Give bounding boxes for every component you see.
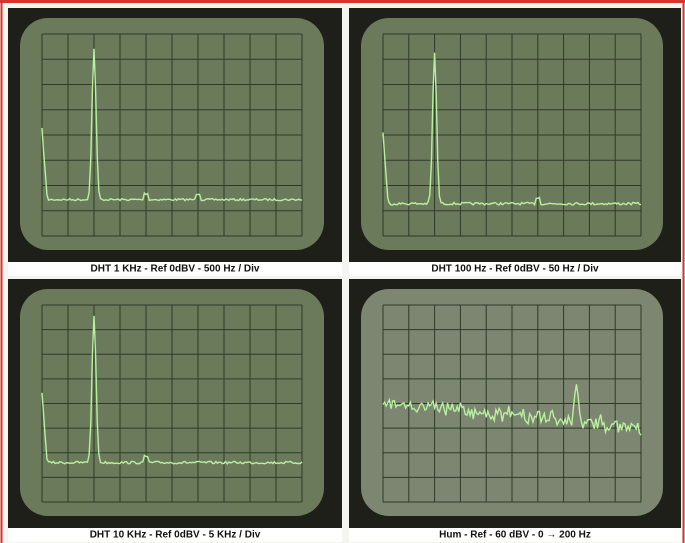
trace: [382, 384, 642, 436]
caption-strip: [349, 262, 681, 276]
caption: DHT 10 KHz - Ref 0dBV - 5 KHz / Div: [90, 530, 261, 541]
trace: [382, 52, 642, 207]
screen-panel: DHT 100 Hz - Ref 0dBV - 50 Hz / Div: [349, 8, 681, 276]
trace: [41, 48, 303, 202]
caption-strip: [349, 528, 681, 542]
screen-panel: Hum - Ref - 60 dBV - 0 → 200 Hz: [349, 279, 681, 542]
caption-strip: [8, 262, 342, 276]
caption: DHT 1 KHz - Ref 0dBV - 500 Hz / Div: [91, 264, 260, 275]
screen-panel: DHT 10 KHz - Ref 0dBV - 5 KHz / Div: [8, 279, 342, 542]
caption: Hum - Ref - 60 dBV - 0 → 200 Hz: [439, 530, 591, 541]
trace: [41, 315, 303, 465]
caption-strip: [8, 528, 342, 542]
caption: DHT 100 Hz - Ref 0dBV - 50 Hz / Div: [431, 264, 599, 275]
screen-panel: DHT 1 KHz - Ref 0dBV - 500 Hz / Div: [8, 8, 342, 276]
